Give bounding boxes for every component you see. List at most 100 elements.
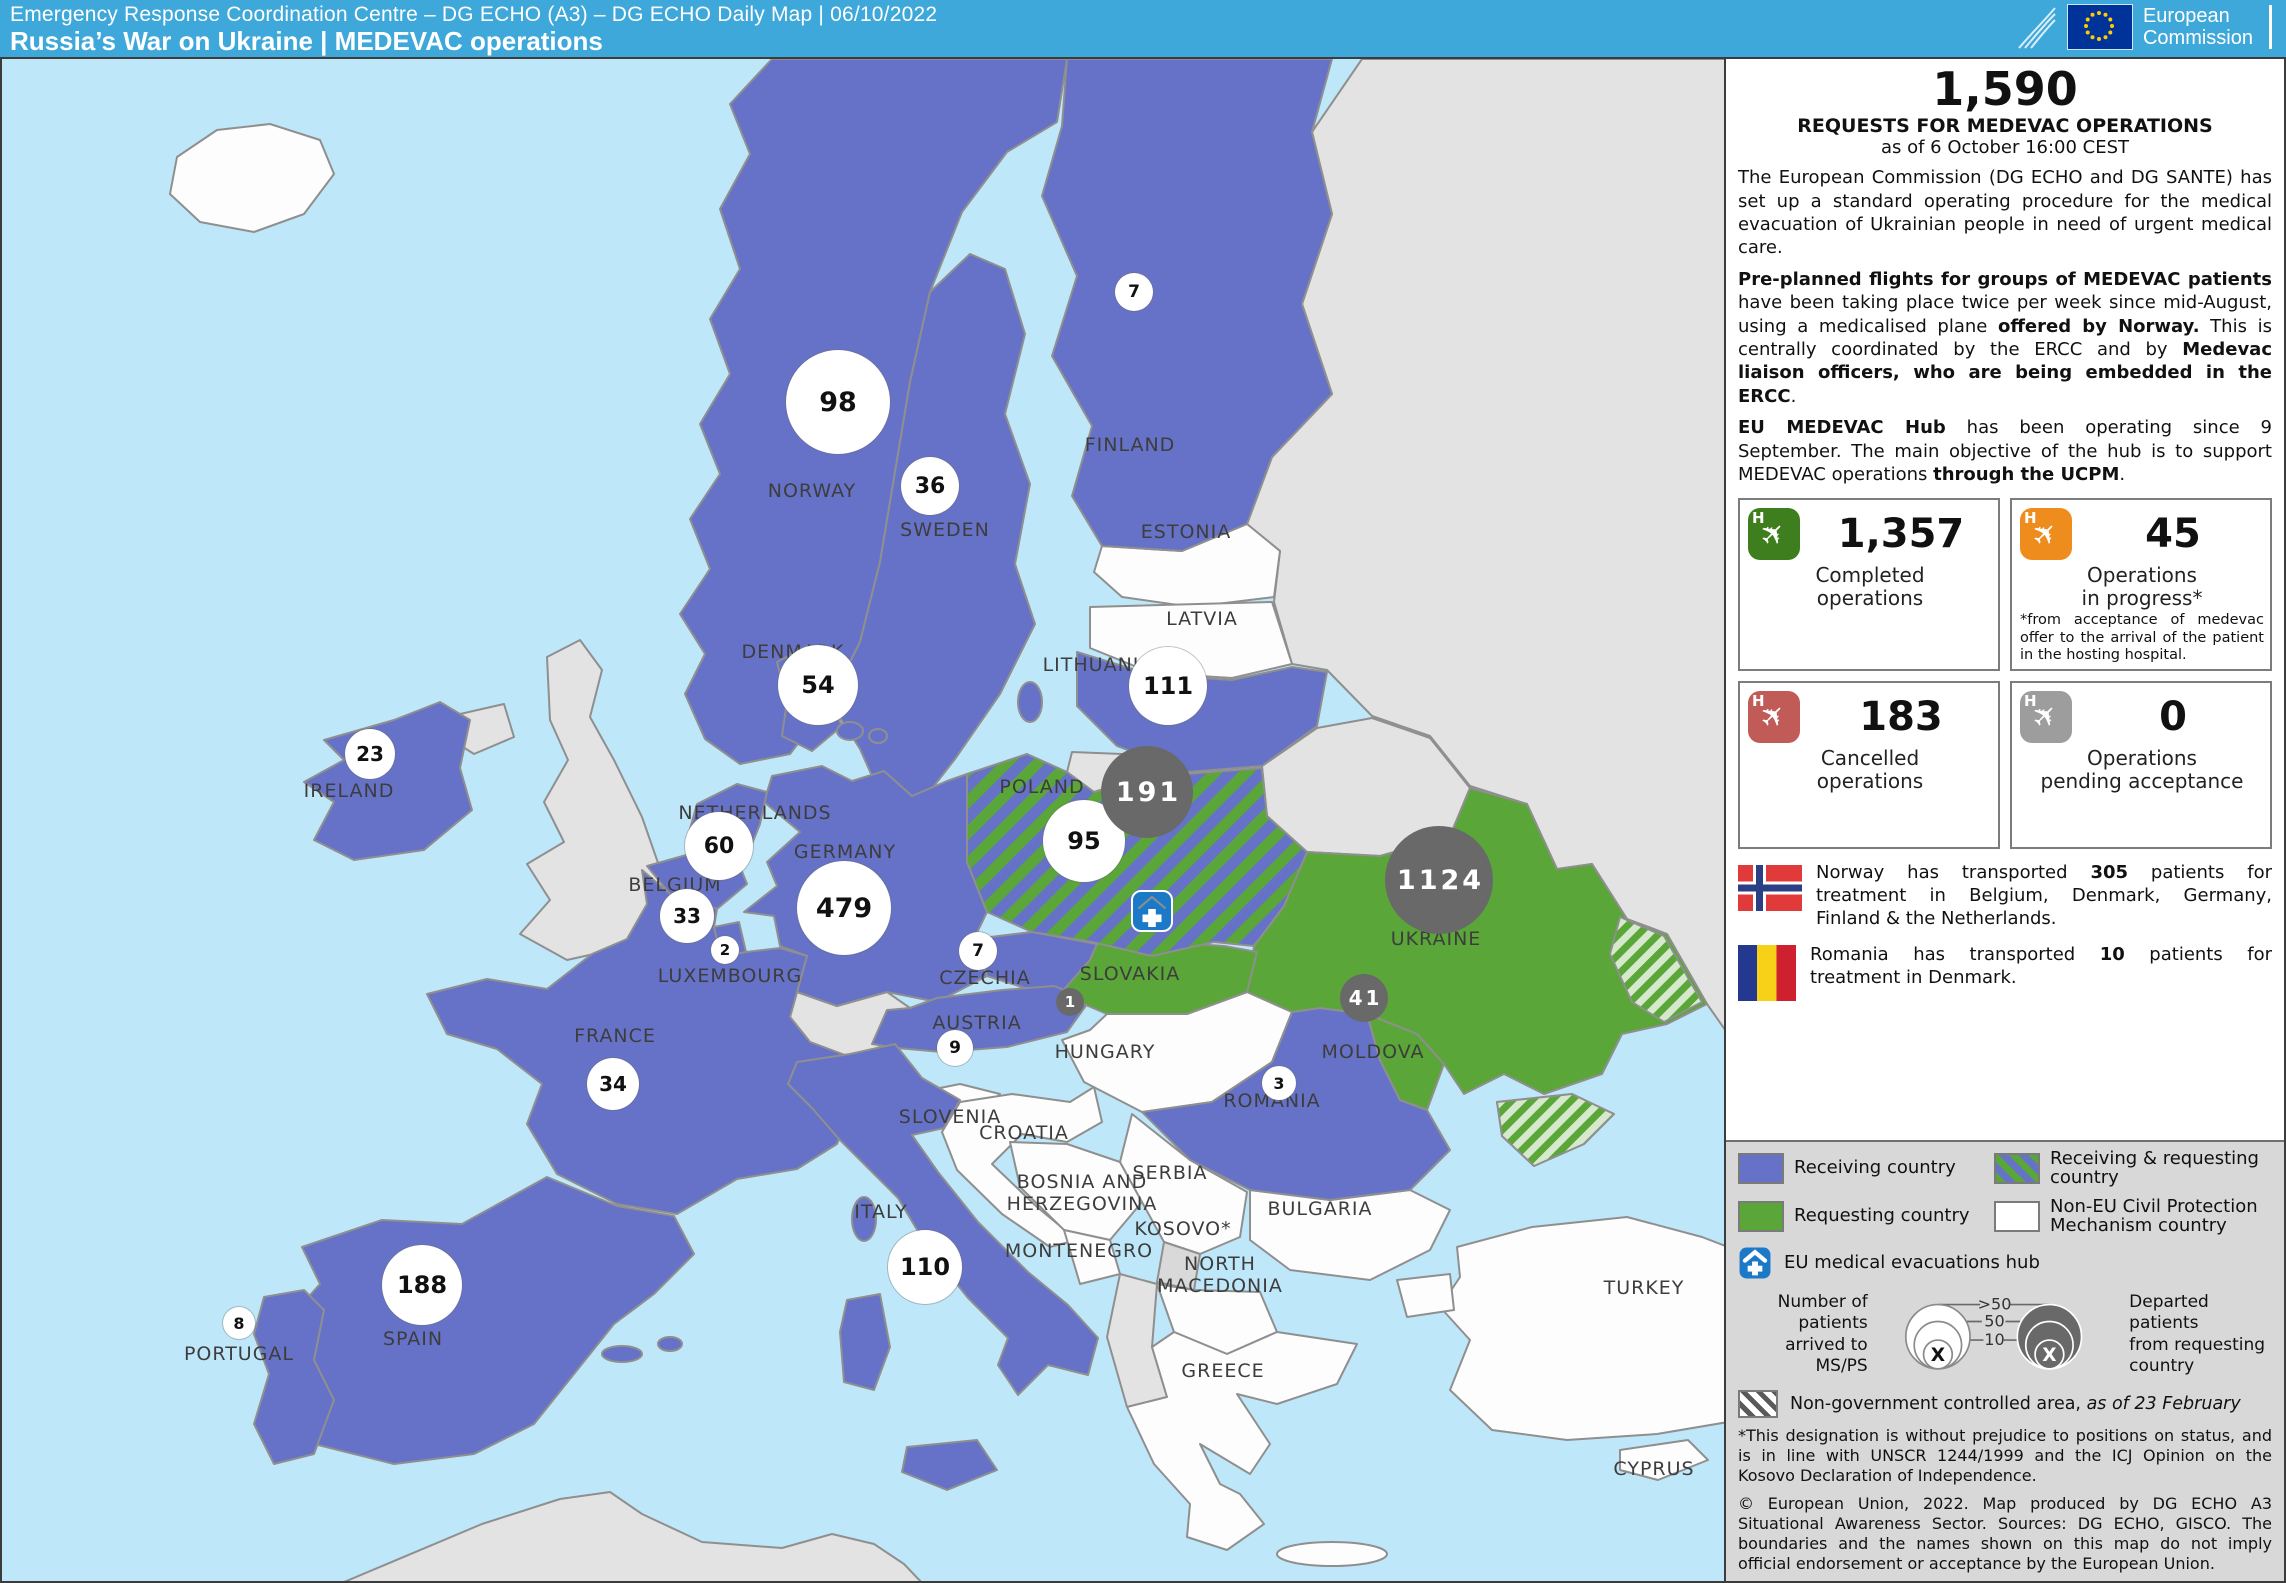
- country-bosnia-herzegovina: [1009, 1141, 1143, 1241]
- map-label-bulgaria: BULGARIA: [1267, 1198, 1373, 1221]
- ngca-crimea: [1496, 1093, 1615, 1167]
- europe-map: NORWAY SWEDEN FINLAND ESTONIA LATVIA LITHUANI…: [0, 57, 1726, 1583]
- logo-divider: [2269, 5, 2272, 49]
- country-finland: [1041, 59, 1333, 552]
- romania-flag-icon: [1738, 944, 1796, 1001]
- map-label-lithuania: LITHUANIA: [1042, 654, 1154, 677]
- country-sweden: [829, 253, 1036, 805]
- stat-head-2: ✈ H 45: [2020, 508, 2264, 561]
- panel-paragraph-2: Pre-planned flights for groups of MEDEVA…: [1738, 268, 2272, 407]
- stat-value: 45: [2145, 511, 2201, 558]
- map-label-montenegro: MONTENEGRO: [1004, 1240, 1154, 1263]
- receiving-swatch: [1738, 1153, 1784, 1185]
- panel-paragraph-3: EU MEDEVAC Hub has been operating since …: [1738, 417, 2273, 485]
- legend-swatches: Receiving country Receiving & requesting …: [1738, 1149, 2272, 1236]
- arrived-marker-sweden: 36: [901, 457, 959, 515]
- ec-wave-icon: [2018, 7, 2056, 49]
- departed-marker-poland: 191: [1101, 746, 1193, 838]
- ngca-east-ukraine: [1609, 916, 1703, 1023]
- island-sicily: [901, 1439, 998, 1491]
- hospital-letter: H: [2024, 509, 2037, 528]
- island-menorca: [657, 1336, 683, 1352]
- island-zealand: [836, 721, 864, 741]
- panel-white-section: 1,590 REQUESTS FOR MEDEVAC OPERATIONS as…: [1726, 59, 2284, 1142]
- legend-item-label: Requesting country: [1794, 1205, 1970, 1227]
- legend-item-label: Receiving country: [1794, 1157, 1956, 1179]
- map-label-latvia: LATVIA: [1166, 608, 1238, 631]
- island-sardinia: [839, 1293, 891, 1391]
- legend-item-noneu: Non-EU Civil Protection Mechanism countr…: [1994, 1197, 2272, 1236]
- requests-total: 1,590: [1932, 62, 2078, 116]
- ngca-legend-row: Non-government controlled area, as of 23…: [1738, 1389, 2272, 1418]
- svg-text:X: X: [2042, 1345, 2056, 1366]
- arrived-marker-spain: 188: [382, 1245, 462, 1325]
- departed-marker-moldova: 41: [1340, 974, 1388, 1022]
- legend-item-receiving: Receiving country: [1738, 1150, 1988, 1188]
- svg-text:50: 50: [1984, 1311, 2004, 1330]
- map-label-serbia: SERBIA: [1132, 1162, 1208, 1185]
- arrived-marker-finland: 7: [1115, 273, 1153, 311]
- north-africa: [343, 1491, 922, 1581]
- map-label-sweden: SWEDEN: [900, 519, 990, 542]
- country-moldova: [1366, 1013, 1445, 1111]
- country-italy: [787, 1043, 1099, 1396]
- norway-flag-icon: [1738, 864, 1802, 911]
- map-label-spain: SPAIN: [382, 1328, 444, 1351]
- arrived-marker-denmark: 54: [778, 645, 858, 725]
- stat-footnote: *from acceptance of medevac offer to the…: [2020, 612, 2264, 664]
- map-label-germany: GERMANY: [793, 841, 897, 864]
- map-label-north: NORTH MACEDONIA: [1157, 1253, 1283, 1297]
- ngca-hatch-swatch: [1738, 1389, 1778, 1418]
- island-bornholm: [868, 728, 888, 744]
- requests-asof: as of 6 October 16:00 CEST: [1880, 137, 2130, 159]
- map-label-poland: POLAND: [999, 776, 1085, 799]
- map-label-slovakia: SLOVAKIA: [1079, 963, 1181, 986]
- arrived-marker-ireland: 23: [345, 729, 395, 779]
- legend-hub-row: EU medical evacuations hub: [1738, 1246, 2272, 1280]
- panel-paragraph-1: The European Commission (DG ECHO and DG …: [1738, 167, 2272, 259]
- hospital-letter: H: [1752, 691, 1765, 710]
- header-bar: Emergency Response Coordination Centre –…: [0, 0, 2286, 57]
- map-label-austria: AUSTRIA: [932, 1012, 1022, 1035]
- header-subtitle: Emergency Response Coordination Centre –…: [10, 3, 938, 26]
- departed-marker-slovakia: 1: [1056, 988, 1084, 1016]
- stat-value: 0: [2159, 693, 2187, 740]
- kosovo-disclaimer: *This designation is without prejudice t…: [1738, 1425, 2272, 1485]
- stat-box-4: ✈ H 0 Operations pending acceptance: [2010, 680, 2272, 849]
- note-text: Romania has transported 10 patients for …: [1810, 943, 2272, 989]
- map-label-cyprus: CYPRUS: [1613, 1458, 1695, 1481]
- country-portugal: [253, 1289, 335, 1465]
- hospital-letter: H: [2024, 691, 2037, 710]
- page-title: Russia’s War on Ukraine | MEDEVAC operat…: [10, 26, 603, 56]
- stat-label: Cancelled operations: [1816, 745, 1924, 793]
- circle-size-diagram: >50 50 10 X X: [1904, 1294, 2083, 1370]
- hub-legend-icon: [1739, 1247, 1771, 1279]
- island-corsica: [851, 1196, 877, 1242]
- island-mallorca: [601, 1345, 643, 1363]
- plane-icon: ✈ H: [1748, 690, 1800, 743]
- stat-head-1: ✈ H 1,357: [1748, 508, 1992, 561]
- map-label-croatia: CROATIA: [979, 1122, 1069, 1145]
- map-label-italy: ITALY: [854, 1201, 908, 1224]
- copyright-disclaimer: © European Union, 2022. Map produced by …: [1738, 1493, 2272, 1573]
- arrived-patients-label: Number of patients arrived to MS/PS: [1777, 1292, 1868, 1376]
- arrived-marker-portugal: 8: [223, 1307, 255, 1339]
- stat-box-1: ✈ H 1,357 Completed operations: [1738, 498, 2000, 671]
- operations-stats: ✈ H 1,357 Completed operations ✈ H 45 Operation…: [1738, 498, 2272, 849]
- country-greece: [1126, 1331, 1358, 1551]
- country-ireland: [303, 701, 473, 861]
- map-label-norway: NORWAY: [767, 480, 857, 503]
- departed-marker-ukraine: 1124: [1385, 826, 1493, 934]
- plane-icon: ✈ H: [2020, 508, 2072, 561]
- noneu-swatch: [1994, 1201, 2040, 1233]
- arrived-marker-austria: 9: [937, 1030, 973, 1066]
- stat-label: Completed operations: [1815, 563, 1925, 611]
- island-gotland: [1017, 681, 1043, 723]
- note-norway: Norway has transported 305 patients for …: [1738, 861, 2272, 931]
- legend-section: Receiving country Receiving & requesting …: [1726, 1142, 2284, 1581]
- arrived-marker-italy: 110: [888, 1230, 962, 1304]
- arrived-marker-france: 34: [587, 1058, 639, 1110]
- map-countries: [2, 59, 1724, 1581]
- stat-box-3: ✈ H 183 Cancelled operations: [1738, 680, 2000, 849]
- transport-notes: Norway has transported 305 patients for …: [1738, 861, 2272, 1001]
